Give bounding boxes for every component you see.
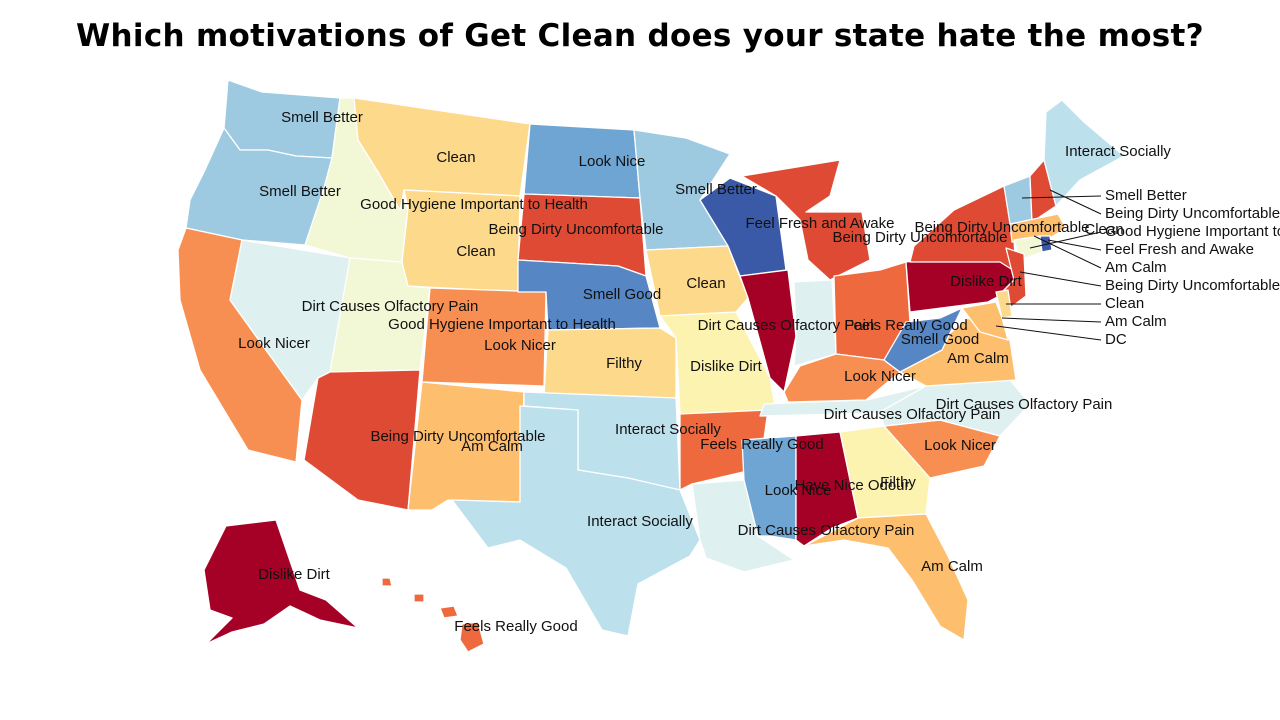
callout-leader-line <box>1049 189 1102 215</box>
state-labels: Smell Better Smell Better Clean Look Nice Sm… <box>238 109 1280 635</box>
state-label: Smell Good <box>583 286 661 303</box>
state-ia <box>645 245 749 317</box>
state-label: Filthy <box>606 355 642 372</box>
state-label: Am Calm <box>921 558 983 575</box>
state-label: Feels Really Good <box>700 436 823 453</box>
state-label: Look Nice <box>765 482 832 499</box>
state-az <box>303 369 421 511</box>
state-wy <box>401 189 521 293</box>
state-wv <box>883 307 963 373</box>
state-label: Interact Socially <box>1065 143 1171 160</box>
state-label: Dirt Causes Olfactory Pain <box>302 298 479 315</box>
callout-leader-line <box>995 325 1102 341</box>
state-label: Being Dirty Uncomfortable <box>832 229 1007 246</box>
state-md <box>961 301 1009 341</box>
callout-label: Smell Better <box>1105 187 1187 204</box>
state-label: Smell Good <box>901 331 979 348</box>
state-label: Feels Really Good <box>844 317 967 334</box>
state-label: Being Dirty Uncomfortable <box>488 221 663 238</box>
state-nc <box>879 379 1031 437</box>
map-title: Which motivations of Get Clean does your… <box>76 18 1204 54</box>
state-label: Clean <box>456 243 495 260</box>
state-label: Look Nicer <box>924 437 996 454</box>
state-label: Dislike Dirt <box>258 566 331 583</box>
callout-label: DC <box>1105 331 1127 348</box>
state-ak <box>203 519 359 645</box>
state-label: Good Hygiene Important to Health <box>388 316 616 333</box>
state-label: Have Nice Odour <box>794 477 909 494</box>
callout-label: Feel Fresh and Awake <box>1105 241 1254 258</box>
state-fl <box>803 513 969 641</box>
callout-leader-line <box>1033 235 1102 269</box>
state-label: Look Nicer <box>484 337 556 354</box>
state-de <box>995 289 1013 319</box>
callout-leaders <box>995 189 1102 341</box>
state-label: Dirt Causes Olfactory Pain <box>824 406 1001 423</box>
state-label: Clean <box>686 275 725 292</box>
state-mi <box>741 159 871 281</box>
state-label: Look Nicer <box>238 335 310 352</box>
state-label: Feels Really Good <box>454 618 577 635</box>
callout-label: Good Hygiene Important to Health <box>1105 223 1280 240</box>
state-label: Interact Socially <box>587 513 693 530</box>
state-label: Interact Socially <box>615 421 721 438</box>
callout-leader-line <box>1029 231 1102 249</box>
state-label: Dirt Causes Olfactory Pain <box>738 522 915 539</box>
state-ga <box>839 425 931 519</box>
state-label: Dirt Causes Olfactory Pain <box>936 396 1113 413</box>
states-layer <box>177 79 1125 653</box>
callout-label: Being Dirty Uncomfortable <box>1105 205 1280 222</box>
callout-label: Am Calm <box>1105 259 1167 276</box>
state-ma <box>1009 213 1067 243</box>
state-label: Being Dirty Uncomfortable <box>914 219 1089 236</box>
state-label: Clean <box>436 149 475 166</box>
callout-leader-line <box>1021 195 1102 199</box>
state-label: Look Nice <box>579 153 646 170</box>
state-label: Am Calm <box>461 438 523 455</box>
callout-leader-line <box>1001 317 1102 323</box>
state-label: Smell Better <box>675 181 757 198</box>
state-me <box>1043 99 1125 207</box>
state-label: Feel Fresh and Awake <box>746 215 895 232</box>
state-label: Dirt Causes Olfactory Pain <box>698 317 875 334</box>
state-label: Dislike Dirt <box>950 273 1023 290</box>
state-ks <box>543 327 677 399</box>
state-label: Am Calm <box>947 350 1009 367</box>
state-label: Dislike Dirt <box>690 358 763 375</box>
state-label: Clean <box>1084 221 1123 238</box>
callout-leader-line <box>1047 239 1102 251</box>
state-hi <box>381 577 485 653</box>
state-label: Smell Better <box>281 109 363 126</box>
state-label: Look Nicer <box>844 368 916 385</box>
state-label: Filthy <box>880 474 916 491</box>
state-tx <box>451 405 701 637</box>
state-label: Good Hygiene Important to Health <box>360 196 588 213</box>
callout-leader-line <box>1019 271 1102 287</box>
callout-label: Clean <box>1105 295 1144 312</box>
callout-label: Being Dirty Uncomfortable <box>1105 277 1280 294</box>
state-label: Being Dirty Uncomfortable <box>370 428 545 445</box>
state-in <box>793 279 837 367</box>
callout-label: Am Calm <box>1105 313 1167 330</box>
state-label: Smell Better <box>259 183 341 200</box>
